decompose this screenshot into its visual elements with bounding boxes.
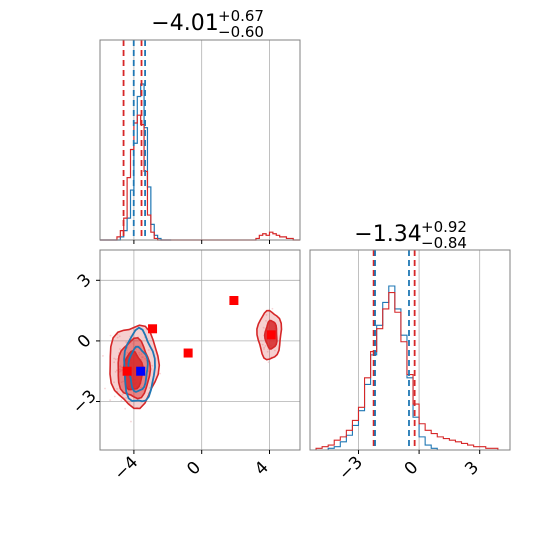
bottom-left-scatter-point bbox=[141, 356, 143, 359]
bottom-left-scatter-point bbox=[104, 387, 106, 390]
bottom-left-scatter-point bbox=[261, 343, 264, 346]
bottom-right-title-plus: +0.92 bbox=[421, 218, 467, 236]
bottom-left-scatter-point bbox=[126, 351, 129, 354]
bottom-left-scatter-point bbox=[263, 348, 265, 351]
bottom-left-scatter-point bbox=[120, 381, 123, 384]
bottom-left-scatter-point bbox=[116, 388, 118, 390]
bottom-right-ticks: −3 0 3 bbox=[335, 450, 483, 484]
bottom-right-axes-frame bbox=[309, 249, 511, 451]
bottom-left-markers bbox=[122, 296, 276, 376]
bottom-left-scatter-point bbox=[116, 336, 119, 339]
bottom-left-scatter-point bbox=[159, 372, 161, 375]
top-left-title-minus: −0.60 bbox=[218, 23, 264, 41]
bottom-left-red-marker-3 bbox=[122, 366, 132, 376]
bottom-left-scatter-point bbox=[119, 370, 122, 372]
top-left-title: −4.01 bbox=[151, 11, 218, 36]
bottom-left-scatter-point bbox=[115, 369, 118, 372]
bottom-left-scatter-point bbox=[124, 407, 127, 410]
bottom-left-scatter-point bbox=[133, 394, 135, 397]
bottom-left-scatter-point bbox=[132, 342, 135, 345]
bottom-left-scatter-point bbox=[130, 420, 132, 423]
top-left-quantile-lines bbox=[122, 40, 146, 240]
bottom-left-blue-marker-0 bbox=[136, 366, 146, 376]
bottom-left-scatter-point bbox=[114, 370, 117, 373]
bottom-left-scatter-point bbox=[139, 345, 141, 348]
bottom-left-ytick-label-1: 0 bbox=[74, 331, 96, 353]
bottom-left-red-marker-4 bbox=[266, 330, 276, 340]
bottom-left-scatter-point bbox=[113, 395, 116, 398]
bottom-left-scatter-point bbox=[260, 339, 263, 342]
bottom-right-title-median: −1.34 bbox=[354, 222, 421, 247]
bottom-left-scatter-point bbox=[264, 344, 267, 347]
bottom-left-scatter-point bbox=[273, 349, 276, 352]
bottom-left-red-marker-1 bbox=[148, 324, 158, 334]
bottom-left-axes-frame bbox=[99, 249, 301, 451]
bottom-right-histogram-panel: −3 0 3 −1.34 +0.92 −0.84 bbox=[309, 218, 511, 484]
bottom-left-scatter-point bbox=[138, 353, 141, 356]
bottom-left-scatter-point bbox=[144, 357, 147, 360]
bottom-right-hist-red bbox=[310, 292, 510, 451]
bottom-left-ticks: −4 0 4 3 0 −3 bbox=[69, 270, 273, 484]
bottom-right-hist-blue bbox=[310, 285, 450, 451]
bottom-right-title: −1.34 bbox=[354, 222, 421, 247]
bottom-left-scatter-point bbox=[266, 350, 269, 353]
bottom-left-scatter-point bbox=[140, 353, 143, 355]
bottom-left-scatter-point bbox=[113, 381, 115, 384]
top-left-axes-frame bbox=[99, 39, 301, 241]
bottom-left-scatter-point bbox=[263, 346, 266, 349]
bottom-left-scatter-point bbox=[147, 349, 150, 351]
bottom-left-scatter-point bbox=[119, 365, 122, 368]
bottom-right-title-minus: −0.84 bbox=[421, 234, 467, 252]
bottom-left-scatter-point bbox=[138, 351, 141, 354]
bottom-left-red-marker-2 bbox=[183, 348, 193, 358]
bottom-left-scatter-point bbox=[265, 319, 267, 322]
bottom-left-scatter-point bbox=[109, 399, 112, 401]
top-left-hist-red bbox=[100, 114, 300, 241]
bottom-left-ytick-label-2: −3 bbox=[69, 386, 101, 418]
bottom-left-xtick-label-1: 0 bbox=[183, 458, 205, 480]
bottom-left-scatter-point bbox=[140, 386, 142, 389]
top-left-title-median: −4.01 bbox=[151, 11, 218, 36]
bottom-right-xtick-label-1: 0 bbox=[401, 458, 423, 480]
bottom-right-xtick-label-2: 3 bbox=[461, 458, 483, 480]
bottom-left-scatter-point bbox=[119, 348, 121, 350]
bottom-right-histograms bbox=[310, 285, 510, 451]
bottom-right-quantile-lines bbox=[372, 250, 416, 450]
bottom-left-scatter-point bbox=[262, 326, 265, 329]
bottom-right-xtick-label-0: −3 bbox=[335, 453, 367, 485]
bottom-left-xtick-label-2: 4 bbox=[251, 458, 273, 480]
top-left-grid bbox=[133, 40, 270, 240]
bottom-left-ytick-label-0: 3 bbox=[74, 270, 96, 292]
bottom-left-contour-panel: −4 0 4 3 0 −3 bbox=[69, 249, 301, 484]
top-left-ticks bbox=[133, 240, 270, 244]
bottom-left-scatter-point bbox=[102, 355, 104, 357]
top-left-hist-blue bbox=[100, 83, 172, 241]
bottom-left-scatter-point bbox=[120, 399, 123, 402]
bottom-left-scatter-point bbox=[267, 361, 270, 364]
top-left-histogram-panel: −4.01 +0.67 −0.60 bbox=[99, 7, 301, 244]
bottom-left-scatter-point bbox=[120, 366, 123, 369]
bottom-left-scatter-point bbox=[113, 357, 116, 360]
bottom-left-scatter-point bbox=[122, 380, 125, 383]
top-left-histograms bbox=[100, 83, 300, 241]
bottom-left-scatter-point bbox=[121, 393, 124, 396]
bottom-left-scatter-point bbox=[125, 340, 128, 343]
top-left-title-plus: +0.67 bbox=[218, 7, 264, 25]
bottom-left-red-marker-0 bbox=[229, 296, 239, 306]
bottom-left-xtick-label-0: −4 bbox=[110, 453, 142, 485]
bottom-left-scatter-point bbox=[118, 335, 121, 338]
bottom-left-scatter-point bbox=[125, 396, 128, 399]
bottom-left-scatter-point bbox=[151, 364, 154, 367]
bottom-left-contours bbox=[109, 309, 283, 410]
bottom-left-scatter-point bbox=[265, 314, 268, 316]
bottom-left-scatter-point bbox=[271, 307, 274, 310]
bottom-left-scatter-point bbox=[113, 361, 116, 364]
bottom-left-scatter-point bbox=[109, 334, 112, 337]
bottom-left-scatter-point bbox=[148, 387, 151, 389]
bottom-left-scatter-point bbox=[114, 358, 117, 361]
